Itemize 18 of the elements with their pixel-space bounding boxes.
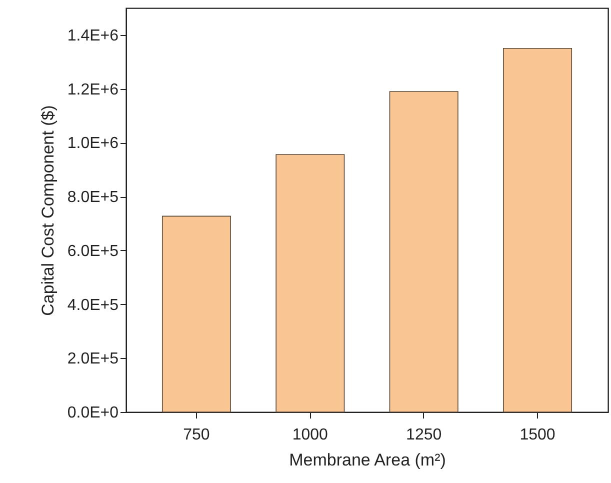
x-tick-label: 750 [183, 426, 210, 444]
y-tick-label: 1.4E+6 [67, 27, 119, 44]
x-tick-label: 1250 [406, 426, 442, 444]
y-axis-title: Capital Cost Component ($) [38, 105, 58, 316]
y-tick-label: 1.0E+6 [67, 135, 119, 152]
y-tick-label: 1.2E+6 [67, 81, 119, 98]
x-tick-label: 1000 [292, 426, 328, 444]
y-tick-label: 2.0E+5 [67, 350, 119, 368]
y-tick-label: 0.0E+0 [67, 404, 119, 422]
bar [389, 91, 458, 412]
bar [276, 154, 345, 412]
y-tick-label: 8.0E+5 [67, 189, 119, 206]
bar [503, 48, 572, 412]
x-axis-title: Membrane Area (m²) [289, 450, 446, 470]
y-tick-label: 4.0E+5 [67, 296, 119, 314]
y-tick-label: 6.0E+5 [67, 242, 119, 260]
x-tick-label: 1500 [520, 426, 556, 444]
bar [162, 216, 231, 412]
